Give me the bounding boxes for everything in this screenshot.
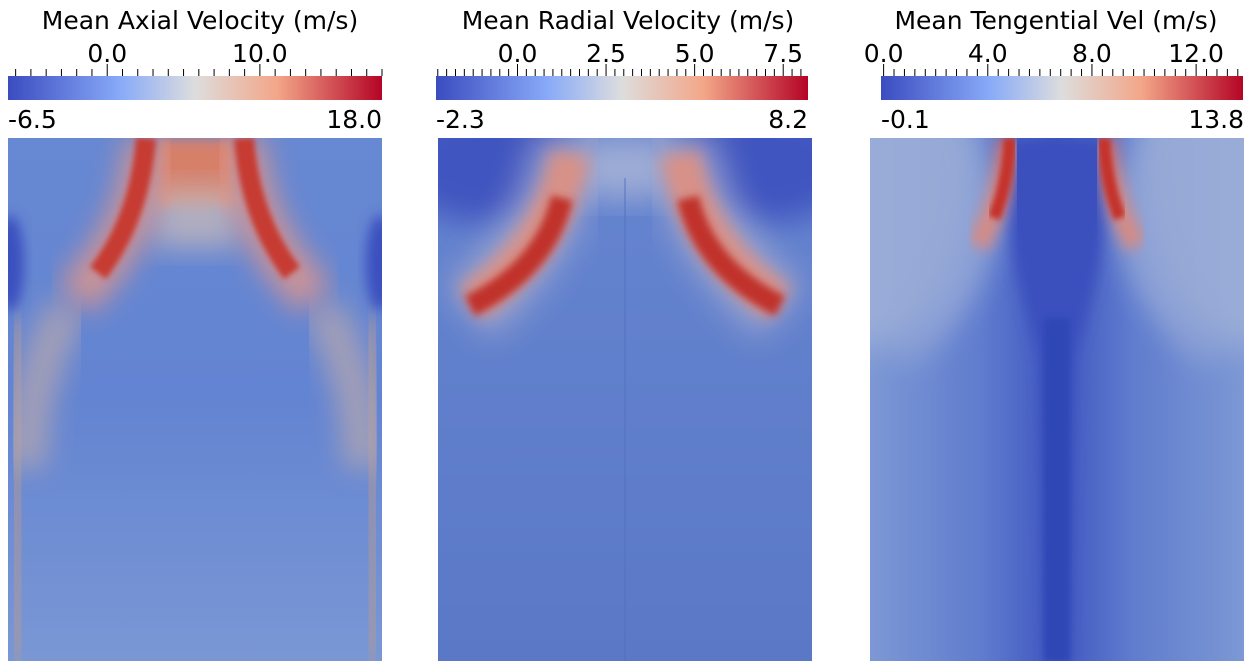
colorbar-tick-labels: 0.0 4.0 8.0 12.0 — [864, 39, 1250, 68]
colorbar-max-label: 8.2 — [768, 105, 808, 134]
panel-axial: Mean Axial Velocity (m/s) 0.0 10.0 -6.5 1… — [0, 0, 400, 661]
colorbar — [436, 76, 808, 100]
colorbar-tick-labels: 0.0 10.0 — [8, 40, 388, 68]
tangential-velocity-field — [870, 138, 1244, 661]
axial-velocity-field — [8, 138, 382, 661]
colorbar-title: Mean Tengential Vel (m/s) — [894, 6, 1218, 35]
panel-radial: Mean Radial Velocity (m/s) 0.0 2.5 5.0 7.5 … — [428, 0, 828, 661]
colorbar-tick-labels: 0.0 2.5 5.0 7.5 — [436, 40, 816, 68]
colorbar-tick-label: 10.0 — [232, 39, 288, 68]
colorbar-tick-label: 8.0 — [1072, 39, 1112, 68]
colorbar-title: Mean Radial Velocity (m/s) — [461, 6, 795, 35]
colorbar-ticks — [437, 64, 802, 76]
colorbar-ticks — [15, 64, 383, 76]
colorbar — [881, 76, 1243, 100]
colorbar-tick-label: 2.5 — [586, 39, 626, 68]
panel-tangential: Mean Tengential Vel (m/s) 0.0 4.0 8.0 12.0 … — [856, 0, 1250, 661]
colorbar-tick-label: 4.0 — [967, 39, 1008, 68]
colorbar-tick-label: 12.0 — [1168, 39, 1224, 68]
colorbar-min-label: -2.3 — [436, 105, 485, 134]
colorbar-tick-label: 0.0 — [863, 39, 904, 68]
colorbar-title: Mean Axial Velocity (m/s) — [41, 6, 359, 35]
colorbar-max-label: 18.0 — [326, 105, 382, 134]
colorbar-tick-label: 0.0 — [497, 39, 538, 68]
colorbar-min-label: -0.1 — [881, 105, 930, 134]
colorbar-tick-label: 7.5 — [763, 39, 804, 68]
colorbar-tick-label: 5.0 — [674, 39, 715, 68]
colorbar-tick-label: 0.0 — [87, 39, 128, 68]
colorbar — [8, 76, 382, 100]
colorbar-max-label: 13.8 — [1188, 105, 1244, 134]
colorbar-min-label: -6.5 — [8, 105, 57, 134]
colorbar-ticks — [883, 64, 1239, 76]
radial-velocity-field — [438, 138, 812, 661]
